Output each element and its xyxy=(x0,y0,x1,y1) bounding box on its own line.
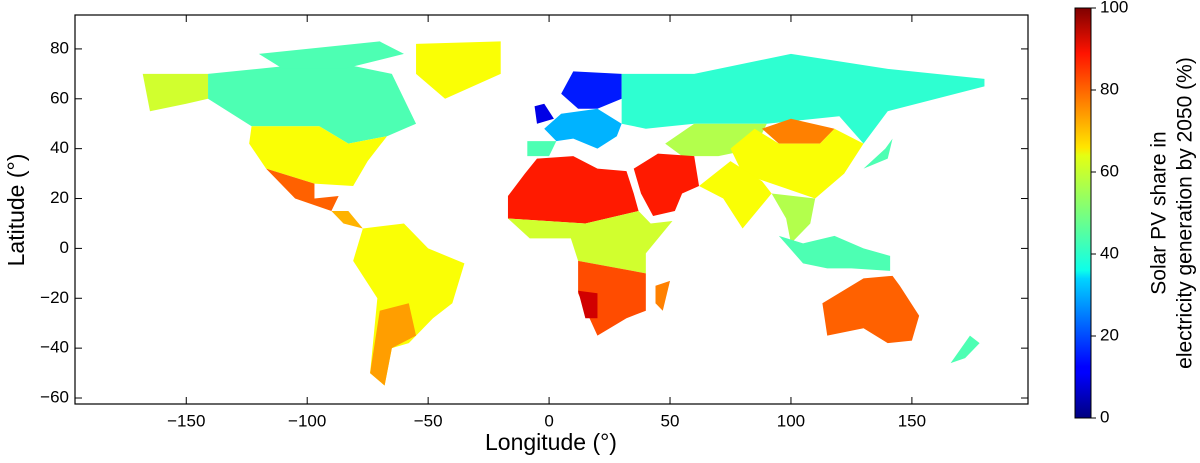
x-tick-label: 0 xyxy=(544,411,553,430)
y-tick-label: 60 xyxy=(50,88,69,107)
country-region xyxy=(578,290,598,319)
colorbar-tick-label: 100 xyxy=(1100,0,1128,16)
y-tick-label: −60 xyxy=(40,387,69,406)
country-region xyxy=(416,41,501,99)
country-region xyxy=(527,141,557,157)
y-tick-label: 40 xyxy=(50,138,69,157)
x-tick-label: −50 xyxy=(414,411,443,430)
country-region xyxy=(863,138,893,169)
plot-area xyxy=(142,41,985,386)
x-tick-label: −150 xyxy=(167,411,205,430)
colorbar-tick-label: 40 xyxy=(1100,243,1119,262)
country-region xyxy=(621,53,985,144)
country-region xyxy=(208,61,417,144)
country-region xyxy=(730,128,864,199)
y-tick-label: −20 xyxy=(40,288,69,307)
country-region xyxy=(561,71,622,109)
country-region xyxy=(266,168,339,211)
country-region xyxy=(699,161,772,229)
country-region xyxy=(507,210,673,274)
country-region xyxy=(544,108,622,149)
country-region xyxy=(507,156,639,224)
colorbar xyxy=(1074,7,1092,419)
country-region xyxy=(778,235,891,271)
x-tick-label: 50 xyxy=(661,411,680,430)
x-axis-label: Longitude (°) xyxy=(485,429,617,455)
country-region xyxy=(771,193,816,244)
country-region xyxy=(249,126,388,187)
x-tick-label: 100 xyxy=(777,411,805,430)
colorbar-label: Solar PV share in xyxy=(1148,131,1171,294)
country-region xyxy=(258,41,404,69)
country-region xyxy=(534,103,554,124)
colorbar-label: electricity generation by 2050 (%) xyxy=(1174,57,1197,369)
y-tick-label: 0 xyxy=(60,238,69,257)
y-axis-label: Latitude (°) xyxy=(3,154,29,267)
colorbar-tick-label: 0 xyxy=(1100,407,1109,426)
colorbar-tick-label: 80 xyxy=(1100,79,1119,98)
country-region xyxy=(822,275,920,344)
x-tick-label: 150 xyxy=(898,411,926,430)
plot-frame xyxy=(74,14,1029,405)
country-region xyxy=(633,153,700,216)
country-region xyxy=(761,118,835,144)
y-tick-label: −40 xyxy=(40,338,69,357)
country-region xyxy=(331,210,363,229)
colorbar-tick-label: 20 xyxy=(1100,325,1119,344)
country-region xyxy=(950,335,980,364)
country-region xyxy=(370,303,417,386)
y-tick-label: 20 xyxy=(50,188,69,207)
country-region xyxy=(142,73,209,112)
y-tick-label: 80 xyxy=(50,38,69,57)
x-tick-label: −100 xyxy=(288,411,326,430)
country-region xyxy=(655,280,671,311)
colorbar-tick-label: 60 xyxy=(1100,161,1119,180)
